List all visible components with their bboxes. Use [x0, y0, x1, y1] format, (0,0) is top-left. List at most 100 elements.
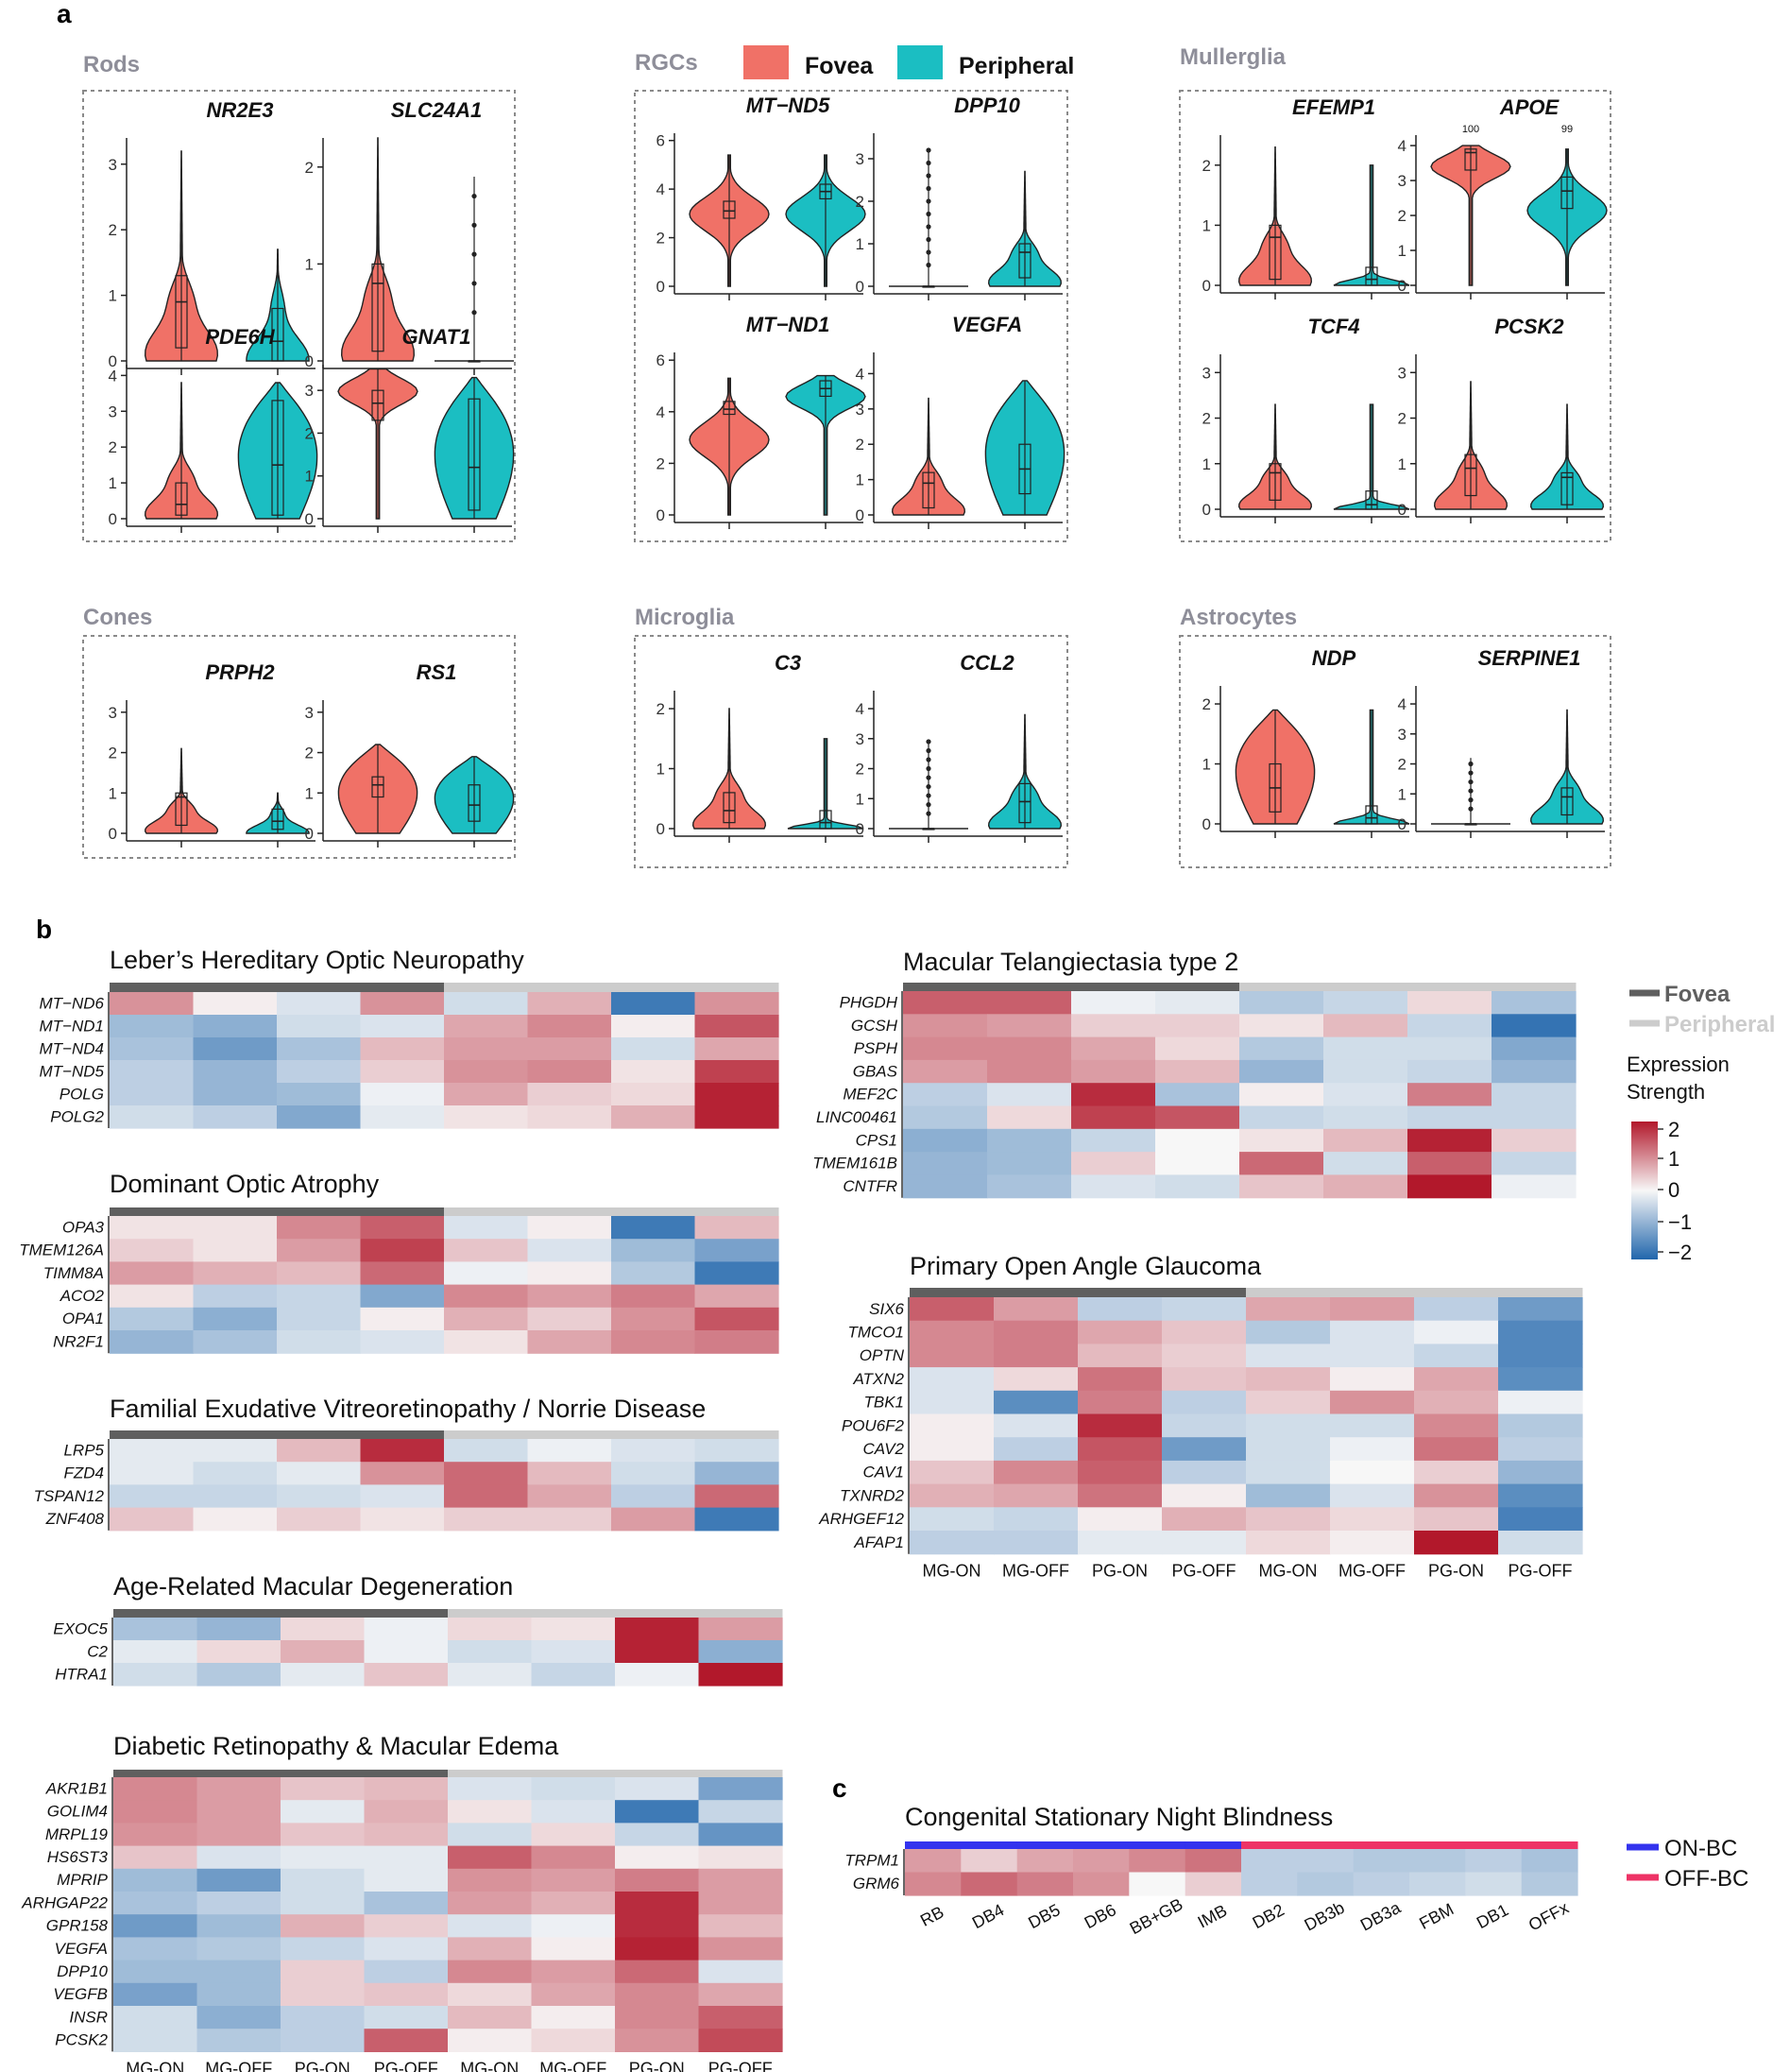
heatmap-cell: [615, 1618, 700, 1641]
legend-off-bc-label: OFF-BC: [1664, 1866, 1748, 1892]
heatmap-cell: [527, 1015, 612, 1038]
violin-plot-pcsk2: PCSK2 0 1 2 3: [1398, 315, 1605, 523]
heatmap-cell: [1071, 1014, 1156, 1038]
heatmap-cell: [444, 1083, 529, 1106]
heatmap-cell: [281, 2029, 366, 2052]
heatmap-cell: [1465, 1872, 1523, 1896]
violin-plot-mt-nd1: MT−ND1 0 2 4 6: [656, 313, 866, 529]
heatmap-col-label: DB1: [1474, 1900, 1511, 1932]
group-frame-astrocytes: [1179, 635, 1611, 868]
heatmap-cell: [277, 1083, 362, 1106]
outlier-point: [926, 224, 931, 230]
heatmap-row-label: GRM6: [853, 1875, 900, 1892]
heatmap-cell: [527, 1083, 612, 1106]
heatmap-cell: [987, 1152, 1072, 1175]
heatmap-cell: [1407, 1083, 1492, 1107]
heatmap-title: Primary Open Angle Glaucoma: [910, 1252, 1262, 1280]
y-tick-label: 6: [656, 132, 665, 150]
heatmap-cell: [1498, 1297, 1583, 1322]
heatmap-cell: [360, 1037, 445, 1061]
heatmap-cell: [110, 1439, 195, 1463]
y-tick-label: 3: [1202, 364, 1211, 382]
heatmap-cell: [1492, 1174, 1577, 1199]
heatmap-cell: [444, 1307, 529, 1331]
heatmap-cell: [277, 1284, 362, 1309]
heatmap-cell: [364, 1663, 449, 1687]
heatmap-cell: [364, 1914, 449, 1938]
y-tick-label: 0: [656, 506, 665, 524]
box: [1018, 243, 1031, 279]
box: [1269, 463, 1282, 501]
legend-fovea-bar-label: Fovea: [1664, 982, 1730, 1007]
heatmap-cell: [193, 1284, 278, 1309]
heatmap-cell: [1071, 1128, 1156, 1153]
heatmap-cell: [281, 2006, 366, 2029]
heatmap-cell: [1498, 1507, 1583, 1532]
heatmap-cell: [987, 1128, 1072, 1153]
column-group-bar: [527, 983, 612, 994]
heatmap-cell: [1016, 1849, 1074, 1874]
heatmap-cell: [531, 1618, 616, 1641]
heatmap-cell: [698, 1800, 783, 1824]
heatmap-cell: [698, 1663, 783, 1687]
heatmap-cell: [281, 1914, 366, 1938]
heatmap-row-label: MT−ND4: [40, 1039, 104, 1057]
heatmap-cell: [1162, 1320, 1247, 1344]
heatmap-cell: [196, 1868, 281, 1892]
y-tick-label: 2: [1202, 695, 1211, 713]
heatmap-cell: [1155, 1036, 1240, 1061]
heatmap-cell: [360, 1484, 445, 1509]
heatmap-cell: [110, 1284, 195, 1309]
heatmap-cell: [281, 1868, 366, 1892]
heatmap-row-label: INSR: [69, 2008, 108, 2026]
heatmap-row-label: AFAP1: [853, 1533, 904, 1551]
heatmap-cell: [961, 1872, 1018, 1896]
heatmap-cell: [1071, 1036, 1156, 1061]
heatmap-row-label: AKR1B1: [45, 1779, 108, 1797]
heatmap-cell: [1323, 1036, 1408, 1061]
heatmap-row-label: CNTFR: [843, 1177, 897, 1195]
heatmap-cell: [360, 1105, 445, 1129]
heatmap-cell: [1492, 1152, 1577, 1175]
heatmap-cell: [531, 1892, 616, 1915]
y-tick-label: 2: [856, 193, 864, 211]
heatmap-cell: [910, 1413, 995, 1438]
heatmap-cell: [1492, 1059, 1577, 1084]
box: [371, 776, 384, 798]
violin-title: MT−ND5: [746, 94, 830, 117]
heatmap-title: Dominant Optic Atrophy: [110, 1170, 380, 1198]
heatmap-cell: [527, 1037, 612, 1061]
heatmap-cell: [1078, 1531, 1163, 1555]
y-tick-label: 3: [1398, 364, 1406, 382]
heatmap-cell: [1078, 1460, 1163, 1485]
heatmap-cell: [611, 1462, 696, 1485]
group-label-microglia: Microglia: [635, 605, 735, 630]
heatmap-cell: [527, 1462, 612, 1485]
heatmap-cell: [611, 1239, 696, 1262]
panel-label-a: a: [57, 0, 72, 28]
heatmap-cell: [110, 1239, 195, 1262]
y-tick-label: 4: [656, 180, 665, 198]
heatmap-cell: [694, 1015, 779, 1038]
heatmap-row-label: ARHGEF12: [818, 1510, 904, 1528]
y-tick-label: 1: [1202, 756, 1211, 774]
outlier-point: [926, 793, 931, 798]
violin-plot-vegfa: VEGFA 0 1 2 3 4: [856, 313, 1065, 529]
heatmap-cell: [448, 1892, 533, 1915]
heatmap-cell: [531, 1914, 616, 1938]
heatmap-cell: [1498, 1320, 1583, 1344]
heatmap-cell: [694, 992, 779, 1016]
y-tick-label: 2: [1398, 207, 1406, 225]
heatmap-cell: [903, 991, 988, 1015]
y-tick-label: 0: [109, 825, 117, 843]
column-group-bar: [1498, 1288, 1583, 1299]
violin-title: RS1: [417, 660, 457, 684]
heatmap-cell: [281, 1777, 366, 1801]
heatmap-cell: [910, 1320, 995, 1344]
heatmap-cell: [281, 1982, 366, 2007]
box: [1018, 782, 1031, 824]
heatmap-cell: [113, 1845, 198, 1870]
group-frame-rgcs: [634, 90, 1068, 542]
outlier-point: [471, 222, 477, 228]
heatmap-cell: [994, 1413, 1079, 1438]
